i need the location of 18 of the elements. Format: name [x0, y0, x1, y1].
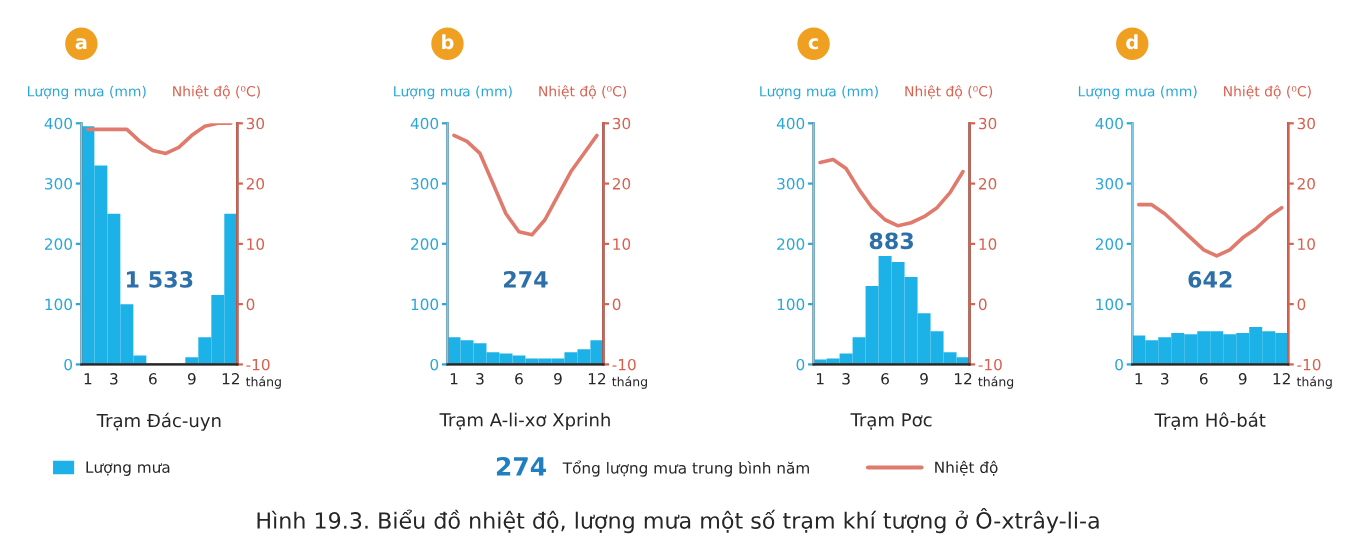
annotation: 883	[869, 232, 913, 250]
line-series	[86, 123, 233, 156]
line-series	[818, 157, 965, 228]
annotation: 1 533	[127, 270, 193, 288]
line-series	[452, 133, 599, 237]
chart-title: c	[808, 38, 819, 50]
annotation: 642	[1188, 270, 1232, 288]
line-series	[1136, 202, 1284, 258]
annotation: 274	[504, 270, 548, 288]
text: Trạm Hô-bát	[1154, 412, 1266, 430]
chart-title: d	[1126, 34, 1138, 50]
text: 274	[496, 456, 546, 476]
text: Trạm A-li-xơ Xprinh	[439, 412, 610, 431]
chart-title: b	[442, 34, 454, 50]
chart-title: a	[75, 38, 87, 50]
text: Trạm Pơc	[850, 413, 932, 430]
text: Hình 19.3. Biểu đồ nhiệt độ, lượng mưa một số trạm khí tượng ở Ô-xtrây-li-a	[257, 508, 1099, 534]
text: Trạm Đác-uyn	[96, 412, 221, 431]
